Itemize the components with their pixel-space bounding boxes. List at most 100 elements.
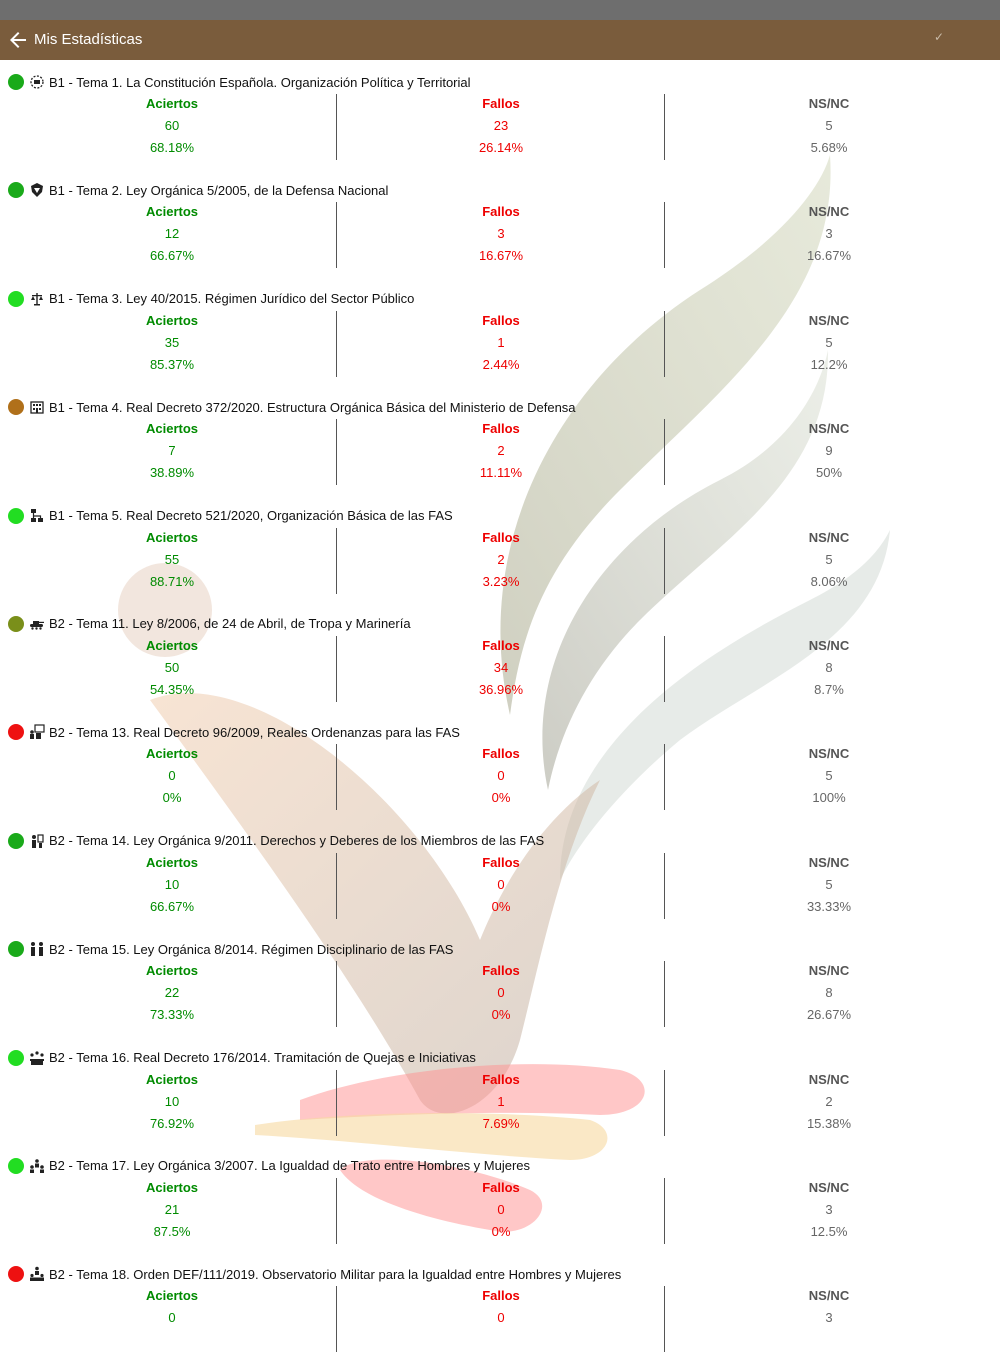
- fallos-percent: 26.14%: [478, 140, 524, 155]
- aciertos-percent: 76.92%: [149, 1115, 195, 1131]
- nsnc-column: NS/NC 8 26.67%: [664, 961, 993, 1028]
- defense-shield-icon: [31, 183, 43, 198]
- lectern-icon: [30, 724, 45, 740]
- fallos-label: Fallos: [482, 529, 520, 545]
- nsnc-label: NS/NC: [808, 963, 850, 979]
- aciertos-percent: 87.5%: [153, 1223, 191, 1239]
- fallos-column: Fallos 0 0%: [336, 1177, 665, 1244]
- topic-item: B1 - Tema 2. Ley Orgánica 5/2005, de la …: [0, 168, 1000, 276]
- topic-item: B1 - Tema 1. La Constitución Española. O…: [0, 60, 1000, 168]
- fallos-count: 23: [493, 118, 509, 133]
- ministry-building-icon: [30, 401, 44, 414]
- status-bar: [0, 0, 1000, 20]
- status-dot: [8, 74, 24, 90]
- topic-list: B1 - Tema 1. La Constitución Española. O…: [0, 60, 1000, 1361]
- equality-group-icon: [30, 1159, 44, 1173]
- topic-stats: Aciertos 7 38.89% Fallos 2 11.11% NS/NC 9 50%: [8, 419, 993, 486]
- topic-header[interactable]: B2 - Tema 18. Orden DEF/111/2019. Observ…: [8, 1265, 621, 1283]
- fallos-percent: 16.67%: [478, 248, 524, 264]
- status-dot: [8, 1157, 24, 1174]
- topic-title: B1 - Tema 1. La Constitución Española. O…: [49, 74, 471, 90]
- aciertos-count: 12: [164, 226, 180, 242]
- nsnc-percent: 16.67%: [806, 248, 852, 264]
- aciertos-count: 55: [164, 551, 180, 567]
- nsnc-count: 5: [825, 876, 833, 892]
- nsnc-percent: 100%: [812, 790, 846, 806]
- topic-header[interactable]: B1 - Tema 4. Real Decreto 372/2020. Estr…: [8, 398, 576, 416]
- aciertos-label: Aciertos: [145, 529, 199, 545]
- aciertos-percent: 54.35%: [149, 681, 195, 697]
- topic-header[interactable]: B2 - Tema 15. Ley Orgánica 8/2014. Régim…: [8, 940, 453, 958]
- topic-header[interactable]: B1 - Tema 2. Ley Orgánica 5/2005, de la …: [8, 181, 388, 199]
- fallos-count: 3: [497, 226, 505, 242]
- nsnc-percent: 8.7%: [814, 681, 844, 697]
- topic-title: B2 - Tema 15. Ley Orgánica 8/2014. Régim…: [49, 941, 454, 957]
- topic-stats: Aciertos 60 68.18% Fallos 23 26.14% NS/NC 5 5.…: [8, 94, 992, 160]
- fallos-count: 0: [497, 768, 505, 784]
- topic-title: B2 - Tema 18. Orden DEF/111/2019. Observ…: [49, 1266, 622, 1282]
- topic-title: B2 - Tema 11. Ley 8/2006, de 24 de Abril…: [49, 616, 411, 632]
- status-dot: [8, 1266, 24, 1283]
- fallos-percent: 11.11%: [479, 465, 523, 481]
- back-arrow-icon[interactable]: [6, 28, 30, 52]
- aciertos-column: Aciertos 21 87.5%: [8, 1178, 336, 1244]
- topic-header[interactable]: B2 - Tema 17. Ley Orgánica 3/2007. La Ig…: [8, 1157, 530, 1175]
- topic-stats: Aciertos 0 Fallos 0 NS/NC 3: [8, 1286, 992, 1353]
- fallos-label: Fallos: [482, 1071, 520, 1087]
- checkmark-icon[interactable]: ✓: [934, 30, 945, 44]
- fallos-column: Fallos 1 7.69%: [336, 1069, 665, 1136]
- aciertos-column: Aciertos 50 54.35%: [8, 636, 336, 702]
- topic-header[interactable]: B1 - Tema 5. Real Decreto 521/2020, Orga…: [8, 507, 453, 525]
- status-dot: [8, 832, 24, 849]
- page-title: Mis Estadísticas: [34, 31, 143, 48]
- topic-header[interactable]: B1 - Tema 1. La Constitución Española. O…: [8, 73, 471, 91]
- nsnc-column: NS/NC 9 50%: [664, 419, 993, 486]
- aciertos-percent: 88.71%: [149, 573, 195, 589]
- nsnc-column: NS/NC 5 100%: [664, 744, 993, 811]
- topic-header[interactable]: B1 - Tema 3. Ley 40/2015. Régimen Jurídi…: [8, 290, 414, 308]
- topic-header[interactable]: B2 - Tema 11. Ley 8/2006, de 24 de Abril…: [8, 615, 411, 633]
- topic-item: B2 - Tema 14. Ley Orgánica 9/2011. Derec…: [0, 819, 1000, 927]
- fallos-column: Fallos 2 3.23%: [336, 527, 665, 594]
- nsnc-column: NS/NC 3 12.5%: [664, 1177, 993, 1244]
- nsnc-label: NS/NC: [808, 746, 850, 762]
- aciertos-column: Aciertos 22 73.33%: [8, 961, 336, 1027]
- topic-item: B2 - Tema 15. Ley Orgánica 8/2014. Régim…: [0, 927, 1000, 1035]
- fallos-column: Fallos 2 11.11%: [336, 419, 665, 486]
- topic-stats: Aciertos 12 66.67% Fallos 3 16.67% NS/NC 3 16.…: [8, 202, 992, 269]
- topic-item: B2 - Tema 17. Ley Orgánica 3/2007. La Ig…: [0, 1144, 1000, 1252]
- topic-item: B2 - Tema 13. Real Decreto 96/2009, Real…: [0, 710, 1000, 818]
- aciertos-label: Aciertos: [145, 312, 199, 328]
- topic-title: B2 - Tema 17. Ley Orgánica 3/2007. La Ig…: [49, 1158, 531, 1174]
- nsnc-percent: 5.68%: [810, 140, 848, 155]
- fallos-label: Fallos: [482, 854, 520, 870]
- nsnc-column: NS/NC 2 15.38%: [664, 1069, 993, 1136]
- nsnc-percent: 15.38%: [806, 1115, 852, 1131]
- nsnc-column: NS/NC 5 33.33%: [664, 852, 993, 919]
- nsnc-percent: 26.67%: [806, 1007, 852, 1023]
- nsnc-count: 5: [825, 334, 833, 350]
- tank-icon: [30, 620, 44, 630]
- nsnc-count: 3: [825, 226, 833, 242]
- aciertos-count: 7: [168, 443, 176, 459]
- nsnc-label: NS/NC: [808, 421, 850, 437]
- topic-header[interactable]: B2 - Tema 13. Real Decreto 96/2009, Real…: [8, 723, 460, 741]
- topic-title: B1 - Tema 2. Ley Orgánica 5/2005, de la …: [49, 182, 389, 198]
- fallos-count: 0: [497, 1310, 505, 1326]
- topic-header[interactable]: B2 - Tema 14. Ley Orgánica 9/2011. Derec…: [8, 832, 544, 850]
- aciertos-label: Aciertos: [145, 1288, 199, 1304]
- topic-title: B1 - Tema 3. Ley 40/2015. Régimen Jurídi…: [49, 291, 415, 307]
- nsnc-count: 5: [825, 768, 833, 784]
- aciertos-column: Aciertos 7 38.89%: [8, 419, 336, 485]
- nsnc-label: NS/NC: [808, 96, 850, 111]
- fallos-percent: 7.69%: [482, 1115, 520, 1131]
- nsnc-count: 8: [825, 985, 833, 1001]
- aciertos-column: Aciertos 0: [8, 1286, 336, 1352]
- fallos-column: Fallos 0 0%: [336, 744, 665, 811]
- fallos-label: Fallos: [482, 637, 520, 653]
- topic-stats: Aciertos 0 0% Fallos 0 0% NS/NC 5 100%: [8, 744, 993, 811]
- fallos-label: Fallos: [482, 746, 520, 762]
- status-dot: [8, 399, 24, 416]
- topic-item: B1 - Tema 4. Real Decreto 372/2020. Estr…: [0, 385, 1000, 493]
- topic-header[interactable]: B2 - Tema 16. Real Decreto 176/2014. Tra…: [8, 1049, 476, 1067]
